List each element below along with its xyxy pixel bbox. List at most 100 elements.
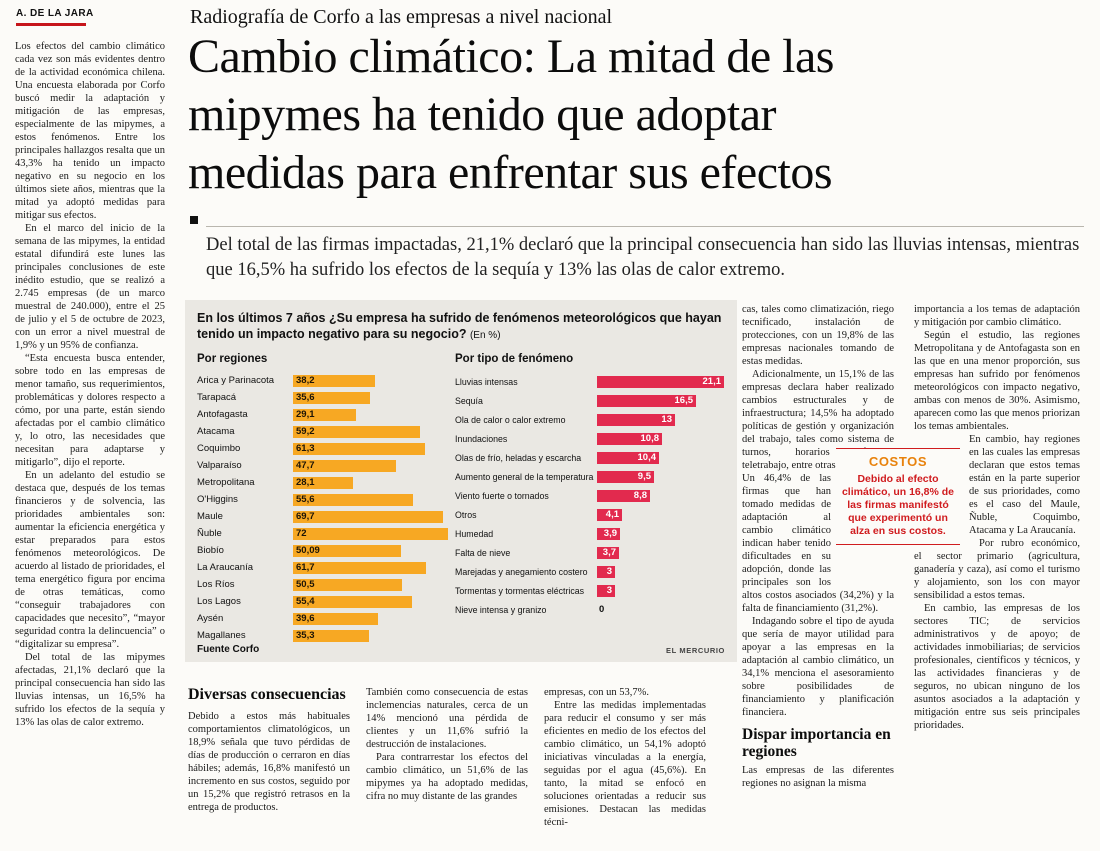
column-e-top: importancia a los temas de adaptación y … (914, 303, 1080, 433)
bar-row: Falta de nieve 3,7 (455, 543, 725, 562)
regions-panel: Por regiones Arica y Parinacota 38,2 Tarap… (197, 353, 455, 644)
section-heading-dispar: Dispar importancia en regiones (742, 726, 891, 760)
bar-value: 8,8 (633, 489, 647, 501)
bar-track: 0 (597, 604, 725, 616)
bar-track: 28,1 (293, 476, 455, 489)
regions-bars: Arica y Parinacota 38,2 Tarapacá 35,6 Antofa… (197, 372, 455, 644)
bar-track: 3 (597, 584, 725, 597)
bar-track: 61,7 (293, 561, 455, 574)
bar-value: 50,5 (296, 578, 315, 590)
bar: 3,7 (597, 546, 619, 559)
bar-category-label: Arica y Parinacota (197, 375, 275, 386)
bar-value: 61,7 (296, 561, 315, 573)
bar-row: O'Higgins 55,6 (197, 491, 455, 508)
column-d-top: cas, tales como climatización, riego tec… (742, 303, 894, 472)
bar-category-label: Los Ríos (197, 579, 235, 590)
phenomena-panel-heading: Por tipo de fenómeno (455, 353, 574, 365)
bar-track: 35,3 (293, 629, 455, 642)
bar-category-label: Olas de frío, heladas y escarcha (455, 452, 582, 463)
bar: 35,6 (293, 391, 370, 404)
bar-track: 21,1 (597, 375, 725, 388)
bar-value: 35,6 (296, 391, 315, 403)
bar-row: Nieve intensa y granizo 0 (455, 600, 725, 619)
bar-row: Tarapacá 35,6 (197, 389, 455, 406)
bar-row: Humedad 3,9 (455, 524, 725, 543)
bar-value: 59,2 (296, 425, 315, 437)
chart-credit: EL MERCURIO (666, 646, 725, 655)
bar-track: 4,1 (597, 508, 725, 521)
bar-track: 3,9 (597, 527, 725, 540)
bar-category-label: Coquimbo (197, 443, 241, 454)
paragraph: En cambio, hay regiones en las cuales la… (969, 434, 1080, 536)
bar-track: 10,4 (597, 451, 725, 464)
paragraph: También como consecuencia de estas incle… (366, 687, 528, 750)
bar-category-label: Antofagasta (197, 409, 248, 420)
regions-panel-heading: Por regiones (197, 353, 268, 365)
bar-row: Biobío 50,09 (197, 542, 455, 559)
bar-track: 55,6 (293, 493, 455, 506)
bar-track: 3 (597, 565, 725, 578)
bar-category-label: Tormentas y tormentas eléctricas (455, 585, 585, 596)
chart-box: En los últimos 7 años ¿Su empresa ha suf… (185, 300, 737, 662)
byline-accent-rule (16, 23, 86, 26)
bar-row: Marejadas y anegamiento costero 3 (455, 562, 725, 581)
bar-track: 50,09 (293, 544, 455, 557)
bar-category-label: Los Lagos (197, 596, 241, 607)
costos-inset-box: COSTOS Debido al efecto climático, un 16… (836, 448, 960, 545)
bar-row: Inundaciones 10,8 (455, 429, 725, 448)
bar-category-label: Sequía (455, 395, 483, 406)
bar-value: 29,1 (296, 408, 315, 420)
bar: 35,3 (293, 629, 369, 642)
column-e-bottom: En cambio, hay regiones en las cuales la… (914, 433, 1080, 732)
bar-row: La Araucanía 61,7 (197, 559, 455, 576)
bar-value: 3,7 (602, 546, 616, 558)
column-d-mid: Un 46,4% de las firmas que han tomado me… (742, 472, 894, 719)
bar-category-label: Biobío (197, 545, 224, 556)
bar: 3 (597, 565, 615, 578)
bar: 38,2 (293, 374, 375, 387)
paragraph: empresas, con un 53,7%. (544, 687, 649, 698)
column-b: También como consecuencia de estas incle… (366, 686, 528, 848)
bar: 3,9 (597, 527, 620, 540)
bar-value: 61,3 (296, 442, 315, 454)
column-diversas-text: Debido a estos más habituales comportami… (188, 710, 350, 814)
bar-value: 50,09 (296, 544, 320, 556)
bar-row: Aysén 39,6 (197, 610, 455, 627)
column-diversas: Diversas consecuencias Debido a estos má… (188, 686, 350, 848)
bar-value: 3 (606, 584, 612, 596)
bar: 61,3 (293, 442, 425, 455)
bar: 8,8 (597, 489, 650, 502)
paragraph: Debido a estos más habituales comportami… (188, 711, 350, 813)
bar-track: 55,4 (293, 595, 455, 608)
headline-line: mipymes ha tenido que adoptar (188, 88, 777, 141)
bar-track: 16,5 (597, 394, 725, 407)
bar-row: Olas de frío, heladas y escarcha 10,4 (455, 448, 725, 467)
bar-row: Lluvias intensas 21,1 (455, 372, 725, 391)
headline-line: medidas para enfrentar sus efectos (188, 146, 833, 199)
costos-text: Debido al efecto climático, un 16,8% de … (841, 473, 955, 537)
bar: 3 (597, 584, 615, 597)
bar: 39,6 (293, 612, 378, 625)
column-c: empresas, con un 53,7%. Entre las medidas… (544, 686, 706, 848)
bar-category-label: La Araucanía (197, 562, 253, 573)
bar-category-label: Aumento general de la temperatura (455, 471, 594, 482)
bar: 55,6 (293, 493, 413, 506)
headline-end-marker (190, 216, 198, 224)
paragraph: “Esta encuesta busca entender, sobre tod… (15, 353, 165, 468)
bar-value: 38,2 (296, 374, 315, 386)
paragraph: Adicionalmente, un 15,1% de las empresas… (742, 369, 894, 471)
bar-row: Ola de calor o calor extremo 13 (455, 410, 725, 429)
bar-track: 38,2 (293, 374, 455, 387)
bar-category-label: Falta de nieve (455, 547, 511, 558)
bar-row: Arica y Parinacota 38,2 (197, 372, 455, 389)
bar: 21,1 (597, 375, 724, 388)
chart-source: Fuente Corfo (197, 644, 260, 655)
bar-category-label: O'Higgins (197, 494, 238, 505)
bar-track: 61,3 (293, 442, 455, 455)
headline: Cambio climático: La mitad de las mipyme… (188, 28, 1088, 202)
column-e: importancia a los temas de adaptación y … (914, 303, 1080, 849)
bar-category-label: Tarapacá (197, 392, 237, 403)
bar-row: Sequía 16,5 (455, 391, 725, 410)
bar-category-label: Otros (455, 509, 477, 520)
bar-row: Tormentas y tormentas eléctricas 3 (455, 581, 725, 600)
